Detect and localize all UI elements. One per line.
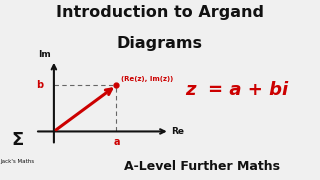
Text: Diagrams: Diagrams	[117, 36, 203, 51]
Text: Jack's Maths: Jack's Maths	[1, 159, 35, 165]
Text: Im: Im	[38, 50, 51, 59]
Text: a: a	[113, 137, 120, 147]
Text: A-Level Further Maths: A-Level Further Maths	[124, 160, 280, 173]
Text: Re: Re	[172, 127, 185, 136]
Text: z  = a + bi: z = a + bi	[185, 81, 288, 99]
Text: b: b	[36, 80, 44, 90]
Text: (Re(z), Im(z)): (Re(z), Im(z))	[121, 76, 173, 82]
Text: Σ: Σ	[12, 131, 24, 149]
Text: Introduction to Argand: Introduction to Argand	[56, 5, 264, 20]
